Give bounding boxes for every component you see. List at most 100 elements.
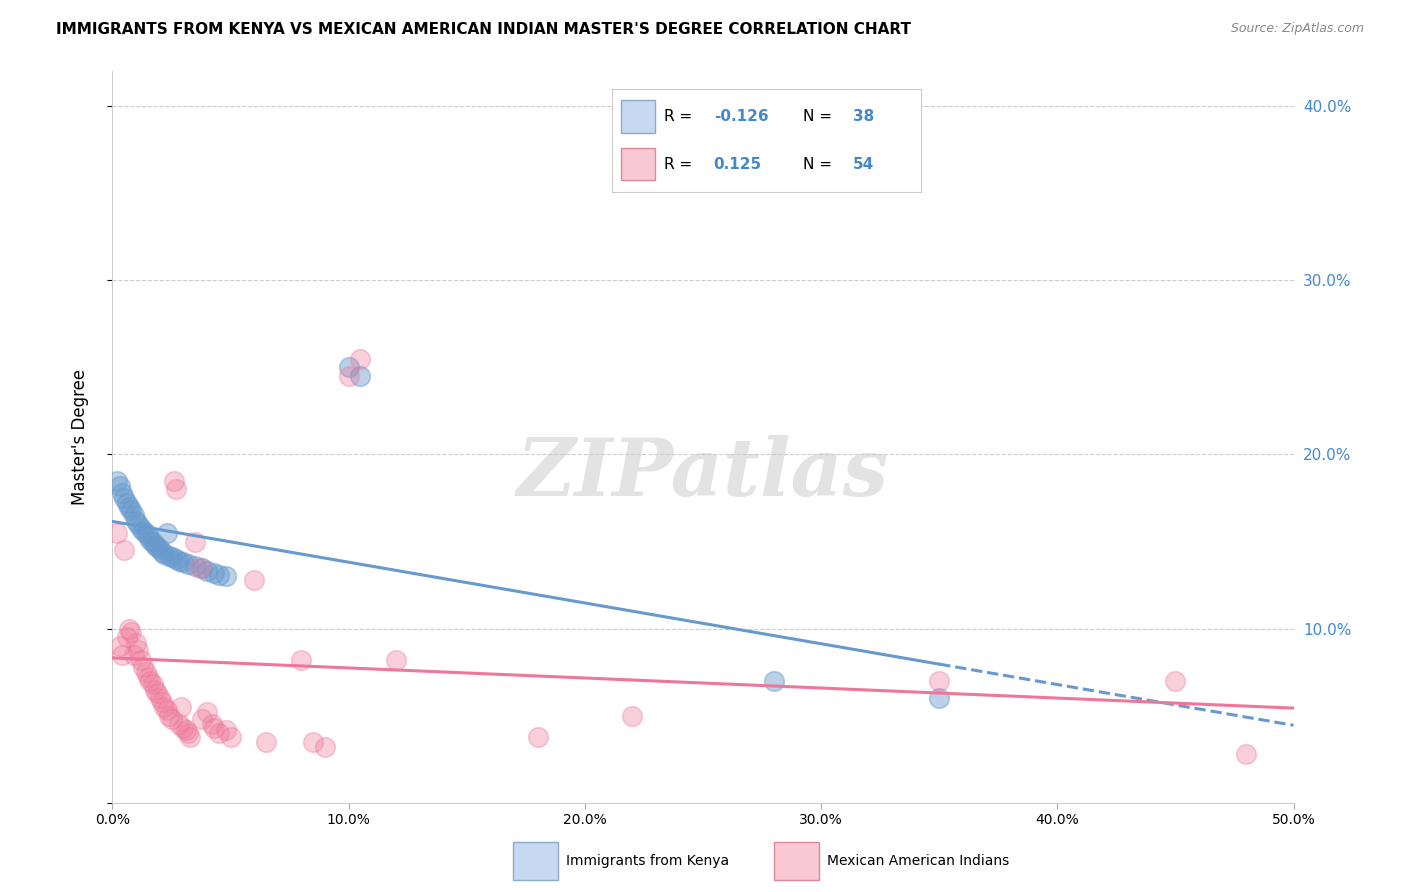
- Point: [170, 700, 193, 714]
- Point: [149, 541, 172, 556]
- Point: [254, 735, 277, 749]
- Text: ZIPatlas: ZIPatlas: [517, 435, 889, 512]
- Point: [928, 673, 950, 688]
- Point: [115, 631, 138, 645]
- Text: Mexican American Indians: Mexican American Indians: [827, 854, 1010, 868]
- Point: [314, 740, 336, 755]
- Point: [120, 503, 142, 517]
- Point: [928, 691, 950, 706]
- Text: N =: N =: [803, 110, 837, 124]
- Point: [129, 653, 152, 667]
- Point: [136, 529, 159, 543]
- Point: [219, 730, 242, 744]
- Point: [136, 670, 159, 684]
- Point: [160, 712, 183, 726]
- Point: [143, 538, 166, 552]
- Point: [165, 483, 187, 497]
- Point: [127, 517, 149, 532]
- Point: [118, 500, 141, 514]
- Point: [165, 552, 187, 566]
- Point: [177, 726, 200, 740]
- Point: [208, 567, 231, 582]
- Point: [127, 642, 149, 657]
- Point: [177, 558, 200, 572]
- Point: [337, 360, 360, 375]
- Point: [153, 700, 176, 714]
- Point: [112, 491, 135, 505]
- Point: [202, 721, 225, 735]
- Text: Source: ZipAtlas.com: Source: ZipAtlas.com: [1230, 22, 1364, 36]
- Point: [1164, 673, 1187, 688]
- Point: [184, 534, 207, 549]
- Point: [191, 712, 214, 726]
- Point: [302, 735, 325, 749]
- Point: [105, 474, 128, 488]
- Point: [142, 534, 165, 549]
- Point: [188, 560, 211, 574]
- Text: Immigrants from Kenya: Immigrants from Kenya: [567, 854, 730, 868]
- Point: [142, 677, 165, 691]
- Text: R =: R =: [664, 157, 702, 171]
- Point: [125, 635, 148, 649]
- Point: [621, 708, 644, 723]
- Point: [135, 665, 157, 680]
- Point: [115, 496, 138, 510]
- Point: [146, 540, 169, 554]
- Point: [122, 648, 145, 662]
- Point: [112, 543, 135, 558]
- FancyBboxPatch shape: [775, 842, 818, 880]
- Text: IMMIGRANTS FROM KENYA VS MEXICAN AMERICAN INDIAN MASTER'S DEGREE CORRELATION CHA: IMMIGRANTS FROM KENYA VS MEXICAN AMERICA…: [56, 22, 911, 37]
- Point: [762, 673, 785, 688]
- Point: [157, 549, 180, 563]
- Point: [349, 369, 371, 384]
- Point: [179, 730, 201, 744]
- Point: [337, 369, 360, 384]
- Text: R =: R =: [664, 110, 697, 124]
- Point: [111, 648, 134, 662]
- Point: [156, 525, 179, 540]
- Point: [143, 682, 166, 697]
- Point: [195, 705, 218, 719]
- Point: [195, 564, 218, 578]
- Point: [149, 691, 172, 706]
- Text: N =: N =: [803, 157, 837, 171]
- Point: [349, 351, 371, 366]
- Point: [146, 686, 169, 700]
- Point: [108, 479, 131, 493]
- Point: [120, 625, 142, 640]
- Text: 0.125: 0.125: [714, 157, 762, 171]
- Point: [125, 514, 148, 528]
- Point: [385, 653, 408, 667]
- Point: [174, 723, 197, 737]
- Point: [122, 508, 145, 523]
- Point: [150, 695, 173, 709]
- Point: [290, 653, 312, 667]
- Point: [215, 723, 238, 737]
- Point: [156, 704, 179, 718]
- Text: 38: 38: [853, 110, 875, 124]
- Point: [172, 721, 194, 735]
- Point: [167, 554, 190, 568]
- Point: [118, 622, 141, 636]
- Point: [139, 533, 162, 547]
- Text: 54: 54: [853, 157, 875, 171]
- Point: [526, 730, 548, 744]
- Point: [172, 556, 194, 570]
- FancyBboxPatch shape: [621, 148, 655, 180]
- Text: -0.126: -0.126: [714, 110, 768, 124]
- Point: [129, 521, 152, 535]
- Point: [215, 569, 238, 583]
- Point: [163, 474, 186, 488]
- FancyBboxPatch shape: [621, 101, 655, 133]
- Point: [105, 525, 128, 540]
- Point: [191, 560, 214, 574]
- Point: [132, 660, 155, 674]
- Point: [202, 566, 225, 580]
- Point: [153, 547, 176, 561]
- Y-axis label: Master's Degree: Master's Degree: [70, 369, 89, 505]
- Point: [167, 717, 190, 731]
- Point: [135, 525, 157, 540]
- Point: [157, 708, 180, 723]
- Point: [111, 485, 134, 500]
- Point: [150, 545, 173, 559]
